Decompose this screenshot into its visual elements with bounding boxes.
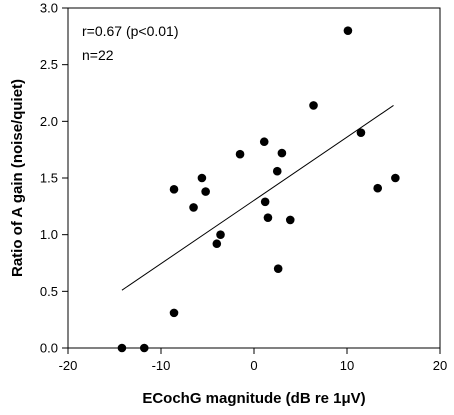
x-tick-label: -10 bbox=[152, 358, 171, 373]
data-point bbox=[285, 215, 295, 225]
data-point bbox=[263, 213, 273, 222]
data-point bbox=[235, 149, 245, 159]
y-tick-label: 2.0 bbox=[40, 114, 58, 129]
y-tick-label: 1.5 bbox=[40, 171, 58, 186]
data-point bbox=[169, 308, 179, 318]
data-point bbox=[216, 230, 225, 239]
regression-line bbox=[121, 105, 394, 291]
y-axis-title: Ratio of A gain (noise/quiet) bbox=[9, 79, 26, 277]
data-point bbox=[139, 343, 149, 353]
data-point bbox=[343, 26, 353, 35]
data-point bbox=[273, 264, 283, 273]
x-tick-label: 0 bbox=[250, 358, 257, 373]
data-point bbox=[260, 197, 270, 207]
y-tick-label: 0.5 bbox=[40, 284, 58, 299]
data-point bbox=[212, 239, 222, 249]
plot-frame bbox=[67, 7, 441, 349]
x-tick-label: 20 bbox=[433, 358, 447, 373]
data-point bbox=[356, 128, 366, 137]
annotation-sample-size: n=22 bbox=[82, 47, 114, 63]
annotation-correlation: r=0.67 (p<0.01) bbox=[82, 23, 179, 39]
data-point bbox=[259, 137, 269, 147]
data-point bbox=[197, 173, 207, 183]
data-point bbox=[189, 203, 198, 212]
data-point bbox=[277, 148, 287, 158]
data-point bbox=[201, 187, 210, 196]
x-axis-ticks: -20 -10 0 10 20 bbox=[59, 348, 447, 373]
x-axis-title: ECochG magnitude (dB re 1μV) bbox=[142, 390, 365, 407]
x-tick-label: -20 bbox=[59, 358, 78, 373]
x-tick-label: 10 bbox=[340, 358, 354, 373]
data-point bbox=[391, 173, 400, 183]
regression-line-group bbox=[121, 105, 394, 291]
y-tick-label: 0.0 bbox=[40, 341, 58, 356]
y-tick-label: 3.0 bbox=[40, 1, 58, 16]
data-point bbox=[309, 101, 318, 110]
data-point bbox=[169, 185, 179, 194]
y-axis-ticks: 0.0 0.5 1.0 1.5 2.0 2.5 3.0 bbox=[40, 1, 68, 356]
data-point bbox=[272, 166, 282, 176]
data-points bbox=[117, 26, 400, 353]
y-tick-label: 1.0 bbox=[40, 227, 58, 242]
data-point bbox=[117, 343, 127, 353]
data-point bbox=[373, 183, 382, 193]
y-tick-label: 2.5 bbox=[40, 57, 58, 72]
